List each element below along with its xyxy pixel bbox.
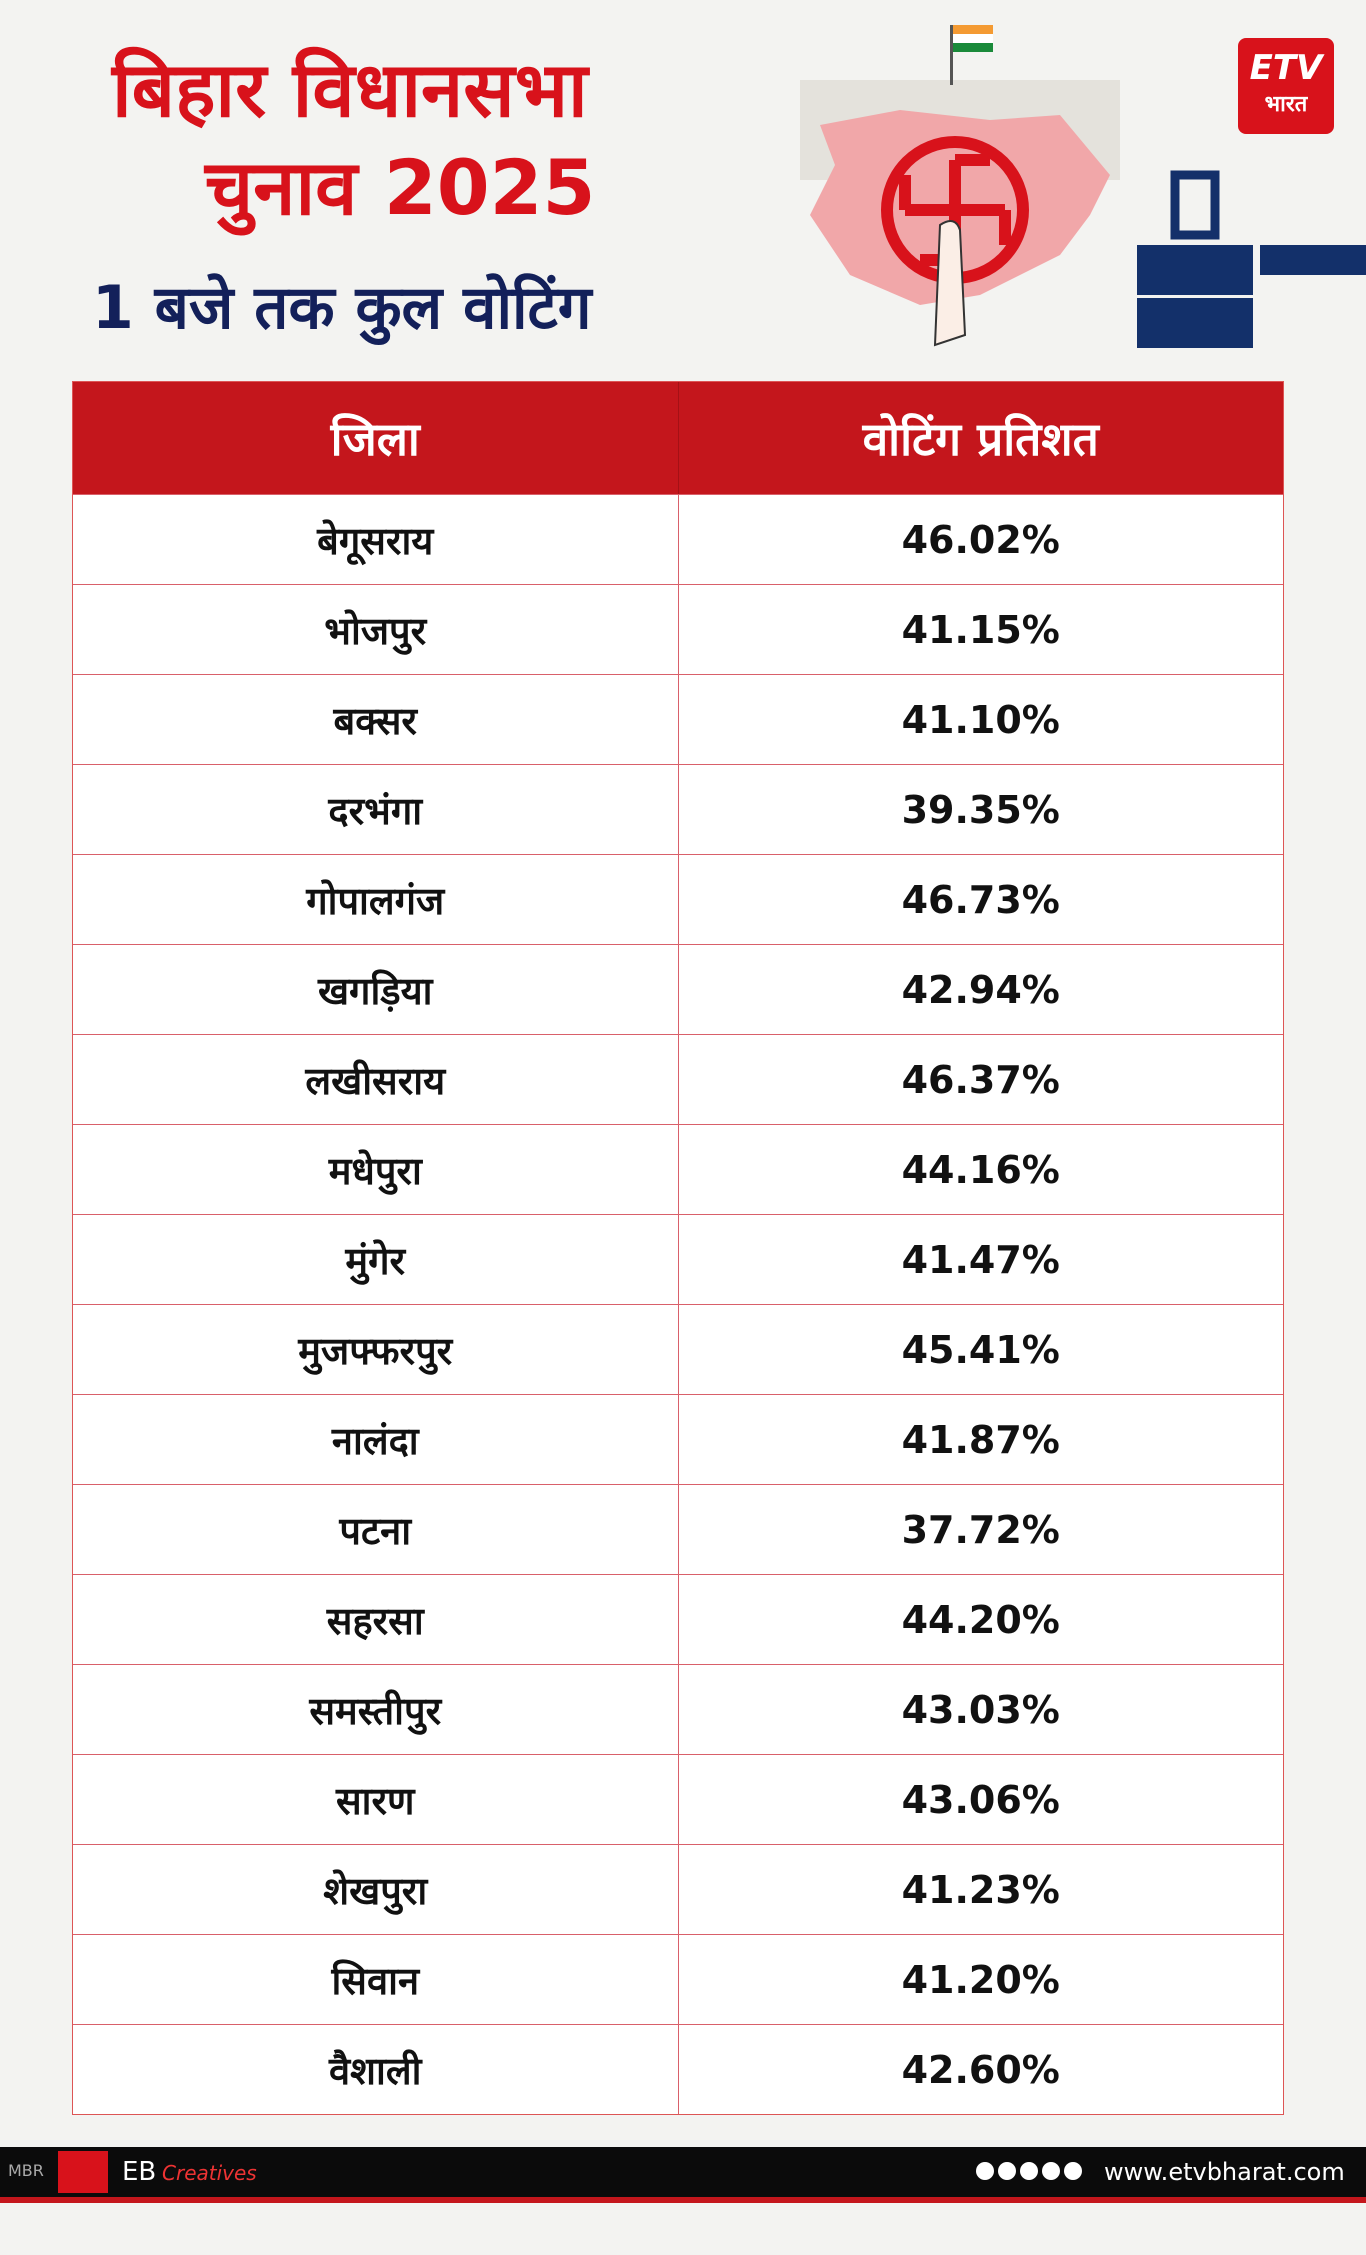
- district-cell: पटना: [339, 1508, 412, 1553]
- illustration: [800, 25, 1366, 348]
- percent-cell: 41.47%: [677, 1215, 1284, 1304]
- table-row: मुंगेर 41.47%: [73, 1214, 1283, 1304]
- table-row: पटना 37.72%: [73, 1484, 1283, 1574]
- district-cell: लखीसराय: [305, 1058, 446, 1103]
- table-header: जिला वोटिंग प्रतिशत: [73, 382, 1283, 494]
- column-header: वोटिंग प्रतिशत: [677, 382, 1284, 494]
- footer-brand-script: Creatives: [162, 2161, 257, 2185]
- hand: [1260, 245, 1366, 275]
- table-row: सिवान 41.20%: [73, 1934, 1283, 2024]
- table-row: सहरसा 44.20%: [73, 1574, 1283, 1664]
- district-cell: मुजफ्फरपुर: [298, 1328, 453, 1373]
- district-cell: दरभंगा: [328, 788, 423, 833]
- footer-website: www.etvbharat.com: [1104, 2158, 1345, 2186]
- percent-cell: 37.72%: [677, 1485, 1284, 1574]
- table-row: लखीसराय 46.37%: [73, 1034, 1283, 1124]
- table-row: खगड़िया 42.94%: [73, 944, 1283, 1034]
- percent-cell: 43.03%: [677, 1665, 1284, 1754]
- table-row: बक्सर 41.10%: [73, 674, 1283, 764]
- table-row: सारण 43.06%: [73, 1754, 1283, 1844]
- district-cell: बक्सर: [333, 698, 417, 743]
- district-cell: गोपालगंज: [306, 878, 445, 923]
- percent-cell: 41.10%: [677, 675, 1284, 764]
- footer-logo: [58, 2151, 108, 2193]
- logo: ETV भारत: [1238, 38, 1334, 134]
- percent-cell: 42.94%: [677, 945, 1284, 1034]
- social-icons: [976, 2159, 1086, 2183]
- percent-cell: 43.06%: [677, 1755, 1284, 1844]
- district-cell: सारण: [335, 1778, 415, 1823]
- ballot-paper: [1170, 170, 1220, 240]
- subtitle: 1 बजे तक कुल वोटिंग: [92, 273, 592, 343]
- table-row: मुजफ्फरपुर 45.41%: [73, 1304, 1283, 1394]
- percent-cell: 41.15%: [677, 585, 1284, 674]
- percent-cell: 46.37%: [677, 1035, 1284, 1124]
- table-row: शेखपुरा 41.23%: [73, 1844, 1283, 1934]
- finger: [933, 220, 967, 347]
- percent-cell: 41.87%: [677, 1395, 1284, 1484]
- table-row: नालंदा 41.87%: [73, 1394, 1283, 1484]
- title-line-2: चुनाव 2025: [205, 143, 596, 232]
- table-row: गोपालगंज 46.73%: [73, 854, 1283, 944]
- title-line-1: बिहार विधानसभा: [112, 45, 588, 134]
- district-cell: नालंदा: [331, 1418, 419, 1463]
- table: जिला वोटिंग प्रतिशत बेगूसराय 46.02% भोजपुर 41…: [72, 381, 1284, 2115]
- footer-code: MBR: [8, 2161, 44, 2180]
- percent-cell: 45.41%: [677, 1305, 1284, 1394]
- percent-cell: 41.23%: [677, 1845, 1284, 1934]
- flag: [953, 25, 993, 34]
- ballot-box: [1137, 298, 1253, 348]
- logo-subtext: भारत: [1264, 92, 1308, 117]
- flagpole: [950, 25, 953, 85]
- district-cell: खगड़िया: [317, 968, 433, 1013]
- district-cell: शेखपुरा: [323, 1868, 428, 1913]
- column-header: जिला: [330, 412, 420, 466]
- percent-cell: 46.02%: [677, 495, 1284, 584]
- footer-brand: EB: [122, 2157, 157, 2187]
- table-row: वैशाली 42.60%: [73, 2024, 1283, 2114]
- table-row: बेगूसराय 46.02%: [73, 494, 1283, 584]
- flag: [953, 34, 993, 43]
- district-cell: भोजपुर: [324, 608, 427, 653]
- percent-cell: 44.20%: [677, 1575, 1284, 1664]
- ballot-box: [1137, 245, 1253, 295]
- district-cell: सहरसा: [326, 1598, 424, 1643]
- percent-cell: 46.73%: [677, 855, 1284, 944]
- table-row: दरभंगा 39.35%: [73, 764, 1283, 854]
- table-row: समस्तीपुर 43.03%: [73, 1664, 1283, 1754]
- logo-brand: ETV: [1249, 48, 1323, 88]
- flag: [953, 43, 993, 52]
- district-cell: समस्तीपुर: [309, 1688, 442, 1733]
- percent-cell: 39.35%: [677, 765, 1284, 854]
- percent-cell: 42.60%: [677, 2025, 1284, 2114]
- footer: MBR EB Creatives www.etvbharat.com: [0, 2147, 1366, 2203]
- percent-cell: 44.16%: [677, 1125, 1284, 1214]
- district-cell: वैशाली: [329, 2048, 422, 2093]
- district-cell: सिवान: [331, 1958, 420, 2003]
- district-cell: बेगूसराय: [317, 518, 434, 563]
- percent-cell: 41.20%: [677, 1935, 1284, 2024]
- table-row: मधेपुरा 44.16%: [73, 1124, 1283, 1214]
- table-row: भोजपुर 41.15%: [73, 584, 1283, 674]
- district-cell: मधेपुरा: [328, 1148, 422, 1193]
- district-cell: मुंगेर: [345, 1238, 406, 1283]
